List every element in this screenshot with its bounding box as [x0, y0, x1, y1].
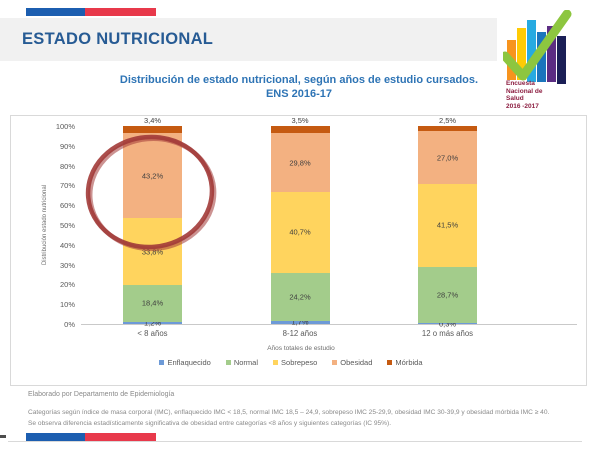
- segment-label-obesidad: 29,8%: [289, 158, 311, 168]
- y-tick-label: 20%: [59, 280, 75, 290]
- y-tick-label: 50%: [59, 221, 75, 230]
- legend-label-morbida: Mórbida: [395, 358, 423, 367]
- bar-segment-sobrepeso: [418, 184, 477, 267]
- flag-bar-top: [26, 8, 156, 16]
- bar-segment-normal: [123, 285, 182, 322]
- segment-label-normal: 28,7%: [436, 290, 459, 300]
- ens-logo-graphic: [500, 9, 572, 84]
- bar-segment-enflaquecido: [123, 321, 182, 324]
- bar-segment-normal: [270, 272, 330, 321]
- legend-label-normal: Normal: [233, 358, 259, 367]
- legend-item-normal: Normal: [225, 358, 259, 367]
- segment-label-enflaquecido: 1,2%: [143, 318, 162, 328]
- legend-item-enflaquecido: Enflaquecido: [159, 358, 211, 367]
- y-tick-label: 30%: [59, 260, 75, 270]
- segment-label-obesidad: 27,0%: [436, 153, 459, 163]
- category-label: < 8 años: [137, 329, 168, 338]
- y-tick-label: 70%: [59, 181, 75, 191]
- legend-label-sobrepeso: Sobrepeso: [281, 358, 318, 367]
- segment-label-normal: 18,4%: [141, 298, 164, 308]
- page-title: ESTADO NUTRICIONAL: [22, 30, 214, 48]
- chart-panel: Distribución estado nutricional 0% 10% 20%…: [10, 115, 587, 386]
- flag-red-segment: [85, 8, 156, 16]
- bar-segment-normal: [418, 266, 477, 324]
- legend-label-enflaquecido: Enflaquecido: [167, 358, 211, 367]
- legend-swatch-enflaquecido: [159, 360, 165, 365]
- legend: Enflaquecido Normal Sobrepeso Obesidad Mórbi…: [11, 358, 571, 367]
- x-axis-title: Años totales de estudio: [267, 345, 335, 352]
- header-band: ESTADO NUTRICIONAL: [0, 18, 497, 61]
- flag-bar-bottom: [26, 433, 156, 442]
- category-label: 8-12 años: [282, 329, 318, 338]
- logo-line: Encuesta: [506, 80, 535, 87]
- bar-segment-morbida: [270, 126, 330, 134]
- segment-label-normal: 24,2%: [289, 292, 311, 302]
- chart-title: Distribución de estado nutricional, segú…: [10, 74, 588, 101]
- footer-note-categories: Categorías según índice de masa corporal…: [28, 409, 550, 416]
- legend-swatch-obesidad: [332, 360, 338, 365]
- flag-blue-segment: [26, 433, 85, 442]
- segment-label-morbida: 3,5%: [291, 116, 309, 126]
- segment-label-sobrepeso: 41,5%: [436, 220, 459, 230]
- ens-logo: Encuesta Nacional de Salud 2016 -2017: [500, 9, 581, 112]
- legend-label-obesidad: Obesidad: [340, 358, 373, 367]
- legend-item-morbida: Mórbida: [387, 358, 423, 367]
- y-tick-label: 10%: [59, 300, 75, 310]
- chart-title-line: Distribución de estado nutricional, segú…: [119, 74, 479, 86]
- legend-item-obesidad: Obesidad: [332, 358, 372, 367]
- segment-label-obesidad: 43,2%: [141, 171, 164, 180]
- logo-line: Nacional de: [506, 87, 543, 95]
- legend-swatch-normal: [225, 360, 231, 365]
- flag-red-segment: [85, 433, 156, 442]
- left-edge-mark: [0, 435, 6, 438]
- footer-author: Elaborado por Departamento de Epidemiolo…: [28, 391, 175, 398]
- logo-line: Salud: [506, 95, 524, 102]
- category-label: 12 o más años: [421, 329, 474, 338]
- y-tick-label: 80%: [59, 161, 75, 171]
- y-tick-label: 90%: [59, 141, 75, 151]
- bar-segment-morbida: [123, 126, 182, 133]
- bar-segment-morbida: [418, 126, 477, 131]
- bar-segment-obesidad: [418, 130, 477, 185]
- checkmark-icon: [500, 9, 572, 81]
- x-axis-line: [81, 324, 577, 325]
- legend-swatch-sobrepeso: [273, 360, 279, 365]
- y-tick-label: 40%: [59, 240, 75, 250]
- y-tick-label: 0%: [64, 320, 75, 329]
- segment-label-enflaquecido: 1,7%: [291, 317, 309, 327]
- segment-label-sobrepeso: 33,8%: [141, 247, 164, 257]
- bottom-rule: [8, 441, 582, 442]
- logo-line: 2016 -2017: [506, 102, 539, 110]
- segment-label-enflaquecido: 0,3%: [438, 319, 457, 329]
- bar-segment-enflaquecido: [418, 323, 477, 324]
- segment-label-morbida: 2,5%: [438, 116, 457, 125]
- legend-item-sobrepeso: Sobrepeso: [273, 358, 317, 367]
- y-tick-label: 100%: [55, 122, 75, 131]
- ens-logo-text: Encuesta Nacional de Salud 2016 -2017: [506, 80, 542, 110]
- footer-note-significance: Se observa diferencia estadísticamente s…: [28, 420, 392, 427]
- bar-segment-obesidad: [270, 133, 330, 193]
- segment-label-morbida: 3,4%: [143, 116, 162, 125]
- bar-segment-enflaquecido: [270, 320, 330, 324]
- chart-subtitle: ENS 2016-17: [265, 87, 333, 100]
- flag-blue-segment: [26, 8, 85, 16]
- legend-swatch-morbida: [387, 360, 393, 365]
- bar-segment-sobrepeso: [270, 192, 330, 273]
- segment-label-sobrepeso: 40,7%: [289, 227, 311, 237]
- y-tick-label: 60%: [59, 201, 75, 211]
